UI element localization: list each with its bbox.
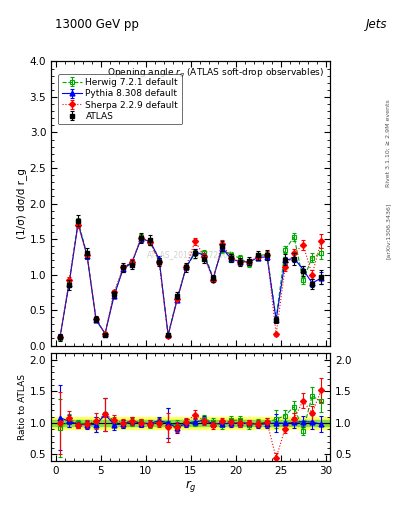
Text: [arXiv:1306.3436]: [arXiv:1306.3436]: [386, 202, 391, 259]
Text: Jets: Jets: [365, 18, 387, 31]
Text: Rivet 3.1.10; ≥ 2.9M events: Rivet 3.1.10; ≥ 2.9M events: [386, 99, 391, 187]
Y-axis label: Ratio to ATLAS: Ratio to ATLAS: [18, 374, 27, 440]
Text: ATLAS_2019_I1772062: ATLAS_2019_I1772062: [147, 250, 234, 259]
Text: 13000 GeV pp: 13000 GeV pp: [55, 18, 139, 31]
X-axis label: $r_g$: $r_g$: [185, 478, 196, 495]
Legend: Herwig 7.2.1 default, Pythia 8.308 default, Sherpa 2.2.9 default, ATLAS: Herwig 7.2.1 default, Pythia 8.308 defau…: [59, 74, 182, 124]
Y-axis label: (1/σ) dσ/d r_g: (1/σ) dσ/d r_g: [16, 168, 27, 239]
Text: Opening angle $r_g$ (ATLAS soft-drop observables): Opening angle $r_g$ (ATLAS soft-drop obs…: [107, 67, 325, 80]
